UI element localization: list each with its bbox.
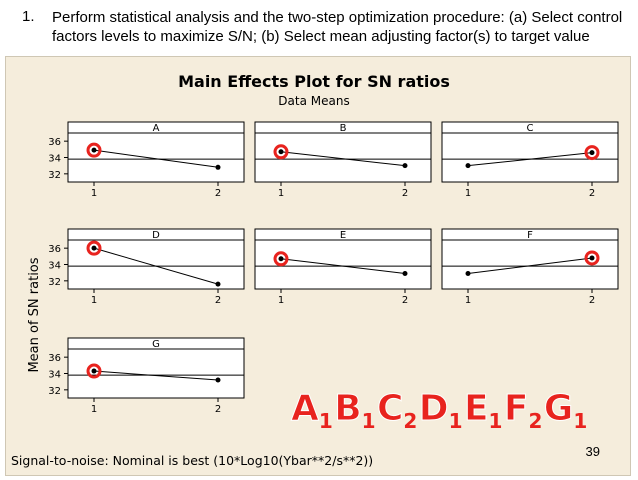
level-subscript: 1 [489,409,503,433]
x-tick-label: 1 [465,188,471,199]
y-axis-label: Mean of SN ratios [27,257,42,372]
x-tick-label: 2 [215,404,221,415]
level-subscript: 1 [449,409,463,433]
y-tick-label: 36 [48,137,61,148]
y-tick-label: 32 [48,386,61,397]
panel-factor-label: F [527,230,533,241]
item-number: 1. [22,8,35,25]
chart-footnote: Signal-to-noise: Nominal is best (10*Log… [11,453,373,468]
optimal-level-marker [584,250,600,266]
factor-letter: F [504,388,529,429]
factor-letter: D [419,388,449,429]
data-point [215,281,221,287]
effect-line [467,152,593,167]
optimal-level-marker [86,142,102,158]
panel-header-strip [254,228,432,241]
panel-F: F 1 2 [441,228,619,306]
panel-E: E 1 2 [254,228,432,306]
effect-line [93,247,219,285]
level-subscript: 1 [362,409,376,433]
x-tick-label: 1 [465,295,471,306]
factor-letter: E [464,388,489,429]
level-subscript: 2 [403,409,417,433]
y-tick-label: 34 [48,261,61,272]
x-tick-label: 2 [589,188,595,199]
chart-title: Main Effects Plot for SN ratios [178,72,450,91]
panel-factor-label: A [153,123,160,134]
y-tick-label: 32 [48,170,61,181]
panel-group: A 32 34 36 1 2 B 1 2 C 1 2 D 32 34 36 1 2 E 1 2 F 1 2 G 32 34 36 1 2 [48,121,619,415]
factor-letter: C [377,388,403,429]
data-point [91,245,97,251]
data-point [278,149,284,155]
panel-G: G 32 34 36 1 2 [48,337,245,415]
x-tick-label: 2 [589,295,595,306]
panel-header-strip [441,121,619,134]
panel-factor-label: E [340,230,346,241]
slide-header: 1. Perform statistical analysis and the … [0,0,638,56]
data-point [402,163,408,169]
data-point [589,150,595,156]
factor-letter: G [544,388,574,429]
panel-header-strip [441,228,619,241]
panel-D: D 32 34 36 1 2 [48,228,245,306]
panel-factor-label: D [152,230,160,241]
data-point [589,255,595,261]
x-tick-label: 1 [91,295,97,306]
x-tick-label: 1 [91,404,97,415]
panel-header-strip [67,121,245,134]
panel-factor-label: C [527,123,534,134]
panel-factor-label: G [152,339,160,350]
x-tick-label: 1 [278,295,284,306]
optimal-level-marker [86,240,102,256]
x-tick-label: 1 [278,188,284,199]
effect-line [93,370,219,381]
data-point [91,147,97,153]
optimal-level-marker [273,251,289,267]
factor-letter: A [291,388,319,429]
effect-line [280,151,406,167]
effect-line [280,258,406,274]
level-subscript: 1 [319,409,333,433]
optimal-level-marker [584,145,600,161]
panel-header-strip [67,228,245,241]
instruction-text: Perform statistical analysis and the two… [52,9,623,45]
y-tick-label: 34 [48,154,61,165]
chart-panel: Main Effects Plot for SN ratios Data Mea… [5,56,631,476]
x-tick-label: 2 [402,188,408,199]
effect-line [467,257,593,274]
panel-header-strip [67,337,245,350]
effect-line [93,149,219,168]
optimal-level-marker [273,144,289,160]
panel-C: C 1 2 [441,121,619,199]
panel-factor-label: B [340,123,347,134]
data-point [465,270,471,276]
x-tick-label: 2 [215,295,221,306]
main-effects-chart: Main Effects Plot for SN ratios Data Mea… [11,72,619,468]
level-subscript: 1 [573,409,587,433]
y-tick-label: 36 [48,244,61,255]
data-point [215,164,221,170]
data-point [402,270,408,276]
y-tick-label: 34 [48,370,61,381]
optimal-level-marker [86,363,102,379]
panel-header-strip [254,121,432,134]
y-tick-label: 32 [48,277,61,288]
level-subscript: 2 [528,409,542,433]
x-tick-label: 2 [215,188,221,199]
data-point [215,377,221,383]
y-tick-label: 36 [48,353,61,364]
x-tick-label: 1 [91,188,97,199]
chart-subtitle: Data Means [278,94,349,108]
factor-letter: B [334,388,361,429]
page-number: 39 [585,444,600,459]
x-tick-label: 2 [402,295,408,306]
panel-B: B 1 2 [254,121,432,199]
data-point [278,256,284,262]
data-point [91,368,97,374]
data-point [465,163,471,169]
panel-A: A 32 34 36 1 2 [48,121,245,199]
optimal-combination-label: A1 B1 C2 D1 E1 F2 G1 [291,388,587,433]
